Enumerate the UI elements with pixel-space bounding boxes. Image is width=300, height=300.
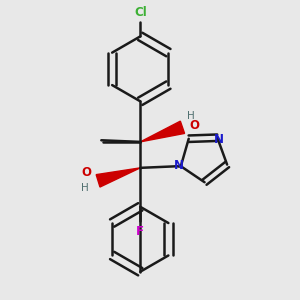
- Text: N: N: [174, 159, 184, 172]
- Polygon shape: [140, 121, 184, 142]
- Text: O: O: [189, 119, 199, 132]
- Text: F: F: [136, 225, 144, 238]
- Text: O: O: [82, 166, 92, 179]
- Text: H: H: [187, 111, 194, 121]
- Polygon shape: [96, 168, 140, 187]
- Text: Cl: Cl: [134, 5, 147, 19]
- Text: N: N: [214, 133, 224, 146]
- Text: H: H: [81, 183, 89, 193]
